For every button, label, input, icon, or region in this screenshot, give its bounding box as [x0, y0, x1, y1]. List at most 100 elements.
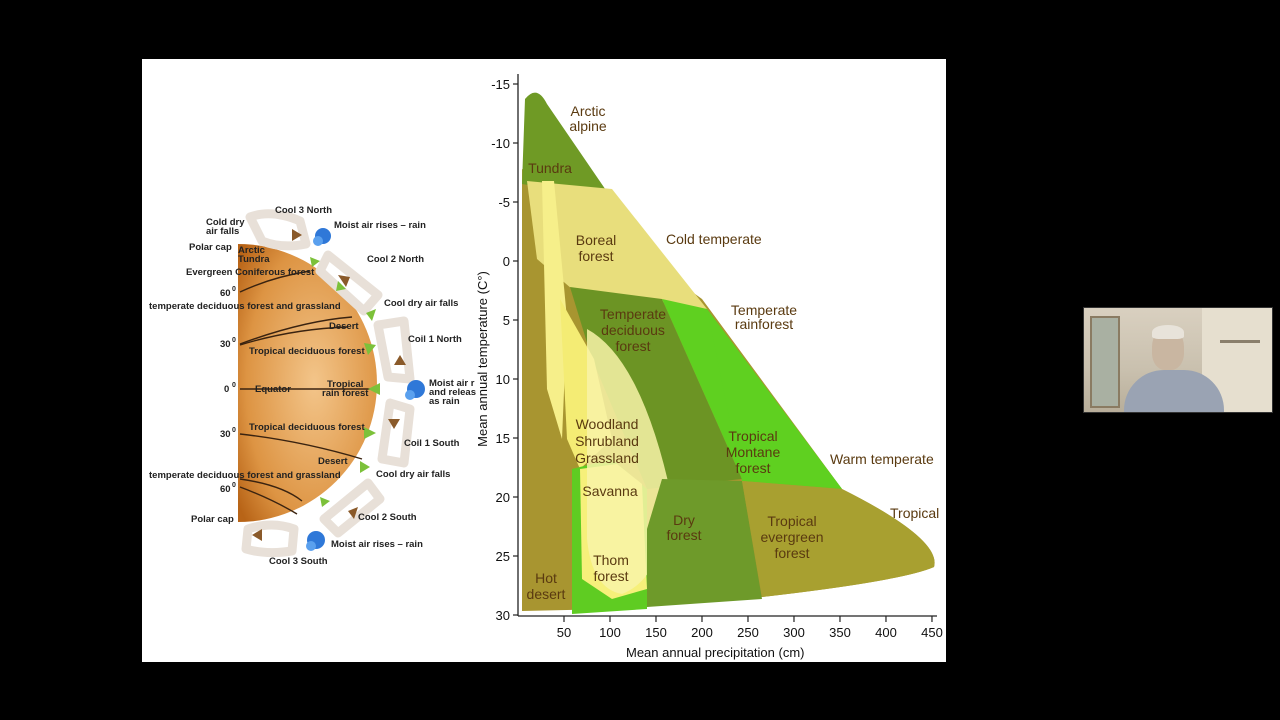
- y-tick-label: 10: [496, 372, 510, 387]
- biome-label-woodland-3: Grassland: [575, 450, 639, 466]
- label-polar-cap-bottom: Polar cap: [191, 514, 234, 525]
- label-moist-mid-2: and releas: [429, 387, 476, 398]
- x-tick-label: 150: [645, 625, 667, 640]
- label-lat60-bottom: 60: [220, 484, 231, 495]
- y-tick-label: 0: [503, 254, 510, 269]
- label-cool3-north: Cool 3 North: [275, 205, 332, 216]
- webcam-person-body: [1124, 370, 1224, 412]
- slide-canvas: Cool 3 North Cold dry air falls Moist ai…: [149, 74, 943, 660]
- biome-tropical-montane-area: [707, 309, 842, 489]
- label-moist-mid-3: as rain: [429, 396, 460, 407]
- x-tick-label: 300: [783, 625, 805, 640]
- webcam-video-tile[interactable]: [1083, 307, 1273, 413]
- latitude-lines: [239, 270, 372, 515]
- webcam-ceiling-fan: [1220, 340, 1260, 343]
- x-tick-label: 50: [557, 625, 571, 640]
- biome-label-arctic-1: Arctic: [571, 103, 606, 119]
- label-cool2-north: Cool 2 North: [367, 254, 424, 265]
- label-coil1-north: Coil 1 North: [408, 334, 462, 345]
- circulation-cells: [241, 209, 415, 558]
- x-axis-label: Mean annual precipitation (cm): [626, 645, 804, 660]
- biome-dry-forest-area: [647, 479, 762, 607]
- degree-30-top: 0: [232, 337, 236, 344]
- biome-boreal-area: [527, 181, 707, 309]
- label-cold-dry-2: air falls: [206, 226, 239, 237]
- label-temperate-top: temperate deciduous forest and grassland: [149, 301, 341, 312]
- label-tropdec-top: Tropical deciduous forest: [249, 346, 365, 357]
- y-axis-ticks: -15 -10 -5 0 5 10 15 20 25 30: [491, 77, 518, 623]
- label-cool-dry-top: Cool dry air falls: [384, 298, 458, 309]
- earth-hemisphere: [238, 244, 377, 522]
- label-arctic-1: Arctic: [238, 245, 265, 256]
- biome-label-montane-2: Montane: [726, 444, 781, 460]
- y-tick-label: -10: [491, 136, 510, 151]
- label-polar-cap-top: Polar cap: [189, 242, 232, 253]
- biome-label-temp-dec-1: Temperate: [600, 306, 666, 322]
- biome-label-temp-dec-3: forest: [615, 338, 650, 354]
- chart-axes: [517, 74, 937, 617]
- rain-cloud-mid-icon: [405, 380, 425, 400]
- biome-label-woodland-1: Woodland: [576, 416, 639, 432]
- label-desert-top: Desert: [329, 321, 359, 332]
- label-equator: Equator: [255, 384, 291, 395]
- biome-label-montane-3: forest: [735, 460, 770, 476]
- biome-label-dry-2: forest: [666, 527, 701, 543]
- label-coil1-south: Coil 1 South: [404, 438, 460, 449]
- label-moist-rises-bottom: Moist air rises – rain: [331, 539, 423, 550]
- biome-label-montane-1: Tropical: [728, 428, 777, 444]
- biome-regions: [522, 92, 935, 614]
- x-tick-label: 350: [829, 625, 851, 640]
- label-lat30-top: 30: [220, 339, 231, 350]
- x-tick-label: 250: [737, 625, 759, 640]
- label-cool-dry-bottom: Cool dry air falls: [376, 469, 450, 480]
- y-tick-label: -15: [491, 77, 510, 92]
- label-cool2-south: Cool 2 South: [358, 512, 417, 523]
- climate-zone-labels: Cold temperate Warm temperate Tropical: [666, 231, 939, 521]
- label-evergreen: Evergreen Coniferous forest: [186, 267, 315, 278]
- y-tick-label: 15: [496, 431, 510, 446]
- label-tropical-rain-2: rain forest: [322, 388, 369, 399]
- x-axis-ticks: 50 100 150 200 250 300 350 400 450: [557, 616, 943, 640]
- y-tick-label: 25: [496, 549, 510, 564]
- circulation-diagram: Cool 3 North Cold dry air falls Moist ai…: [149, 205, 476, 567]
- biome-tropical-evergreen-area: [742, 481, 935, 597]
- biome-label-arctic-2: alpine: [569, 118, 607, 134]
- x-tick-label: 100: [599, 625, 621, 640]
- label-lat60-top: 60: [220, 288, 231, 299]
- biome-label-thorn-1: Thom: [593, 552, 629, 568]
- biome-temperate-deciduous-area: [570, 287, 742, 489]
- green-wind-arrows: [310, 257, 380, 507]
- biome-label-boreal-1: Boreal: [576, 232, 616, 248]
- label-cold-dry-1: Cold dry: [206, 217, 245, 228]
- flow-arrows: [252, 229, 406, 541]
- y-tick-label: 30: [496, 608, 510, 623]
- zone-label-cold-temperate: Cold temperate: [666, 231, 762, 247]
- webcam-background-window: [1090, 316, 1120, 408]
- label-lat0: 0: [224, 384, 229, 395]
- label-moist-rises-top: Moist air rises – rain: [334, 220, 426, 231]
- label-tropical-rain-1: Tropical: [327, 379, 363, 390]
- label-lat30-bottom: 30: [220, 429, 231, 440]
- zone-label-tropical: Tropical: [890, 505, 939, 521]
- degree-0: 0: [232, 382, 236, 389]
- y-axis-label: Mean annual temperature (C°): [475, 271, 490, 447]
- biome-label-hot-desert-2: desert: [527, 586, 566, 602]
- biome-label-temp-rain-2: rainforest: [735, 316, 793, 332]
- biome-label-temp-dec-2: deciduous: [601, 322, 665, 338]
- biome-label-boreal-2: forest: [578, 248, 613, 264]
- biome-labels: Arctic alpine Tundra Boreal forest Tempe…: [527, 103, 824, 602]
- biome-label-woodland-2: Shrubland: [575, 433, 639, 449]
- biome-label-hot-desert-1: Hot: [535, 570, 557, 586]
- circulation-labels: Cool 3 North Cold dry air falls Moist ai…: [149, 205, 476, 567]
- biome-label-tundra: Tundra: [528, 160, 572, 176]
- label-tropdec-bottom: Tropical deciduous forest: [249, 422, 365, 433]
- webcam-person-hair: [1152, 325, 1184, 339]
- degree-30-bottom: 0: [232, 427, 236, 434]
- rain-cloud-bottom-icon: [306, 531, 325, 551]
- label-temperate-bottom: temperate deciduous forest and grassland: [149, 470, 341, 481]
- degree-60-top: 0: [232, 286, 236, 293]
- biome-label-savanna: Savanna: [582, 483, 637, 499]
- rain-cloud-top-icon: [313, 228, 331, 246]
- biome-tundra-area: [522, 92, 612, 199]
- y-tick-label: 20: [496, 490, 510, 505]
